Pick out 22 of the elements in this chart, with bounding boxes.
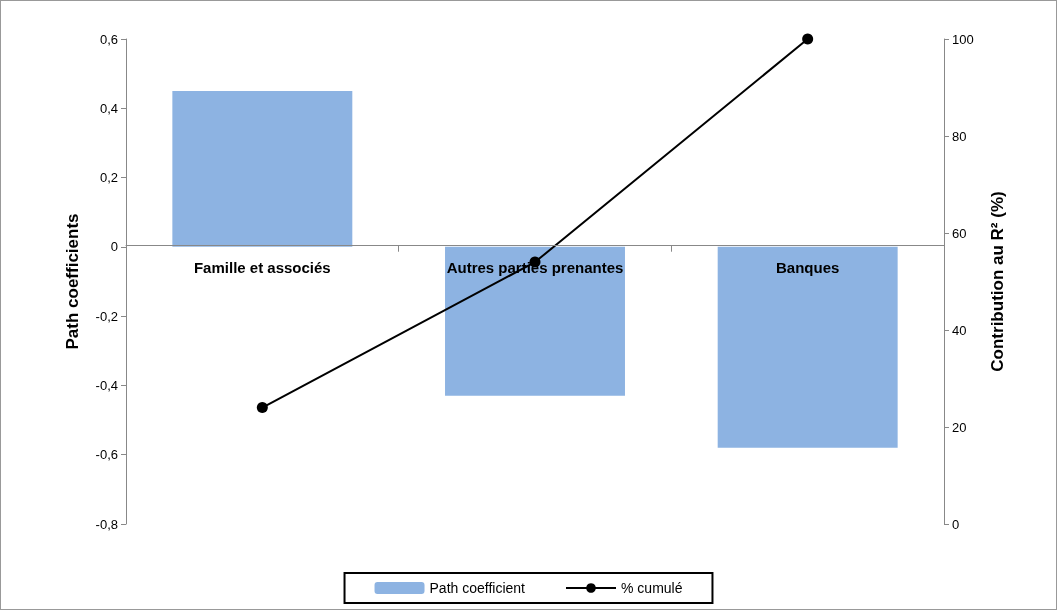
- legend-label: % cumulé: [621, 580, 683, 596]
- y-tick-label: 0,2: [99, 170, 118, 186]
- point: [256, 402, 268, 414]
- y2-tick-label: 20: [952, 419, 967, 435]
- x-tick-label: Famille et associés: [193, 258, 331, 276]
- y2-axis-title: Contribution au R² (%): [988, 191, 1007, 372]
- legend-label: Path coefficient: [429, 580, 526, 596]
- y-tick-label: -0,6: [95, 447, 118, 463]
- y-tick-label: 0,4: [99, 100, 118, 116]
- y2-tick-label: 100: [952, 31, 974, 47]
- y-axis-title: Path coefficients: [63, 213, 82, 350]
- y-tick-label: -0,2: [95, 308, 118, 324]
- y2-tick-label: 0: [952, 516, 960, 532]
- y-tick-label: -0,4: [95, 377, 118, 393]
- y-tick-label: 0: [110, 239, 118, 255]
- x-tick-label: Banques: [775, 258, 840, 276]
- y-tick-label: -0,8: [95, 516, 118, 532]
- point: [802, 33, 814, 45]
- y2-tick-label: 80: [952, 128, 967, 144]
- y-tick-label: 0,6: [99, 31, 118, 47]
- y2-tick-label: 60: [952, 225, 967, 241]
- y2-tick-label: 40: [952, 322, 967, 338]
